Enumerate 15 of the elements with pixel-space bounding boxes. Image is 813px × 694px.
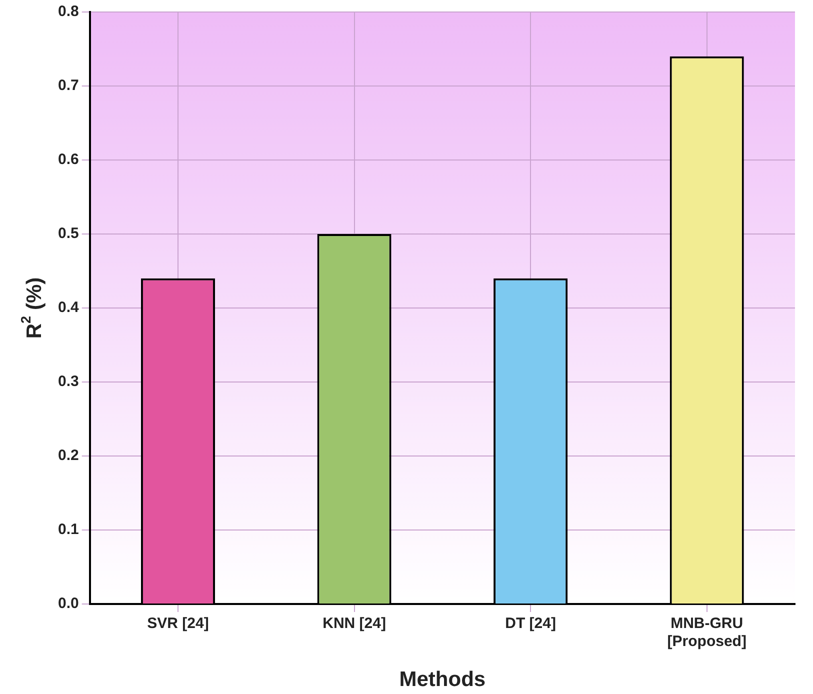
y-tick-label: 0.5 [58, 225, 79, 242]
x-tick-label: SVR [24] [147, 615, 209, 632]
x-tick-label: DT [24] [505, 615, 556, 632]
y-tick-label: 0.1 [58, 521, 79, 538]
x-axis-title: Methods [399, 668, 486, 691]
y-tick-label: 0.8 [58, 3, 79, 20]
y-tick-label: 0.6 [58, 151, 79, 168]
y-tick-label: 0.0 [58, 595, 79, 612]
y-tick-label: 0.7 [58, 77, 79, 94]
y-tick-label: 0.3 [58, 373, 79, 390]
x-tick-label: KNN [24] [322, 615, 386, 632]
y-tick-label: 0.4 [58, 299, 80, 316]
y-axis-title: R2 (%) [18, 277, 46, 339]
y-tick-label: 0.2 [58, 447, 79, 464]
x-tick-label: MNB-GRU [Proposed] [667, 615, 746, 650]
